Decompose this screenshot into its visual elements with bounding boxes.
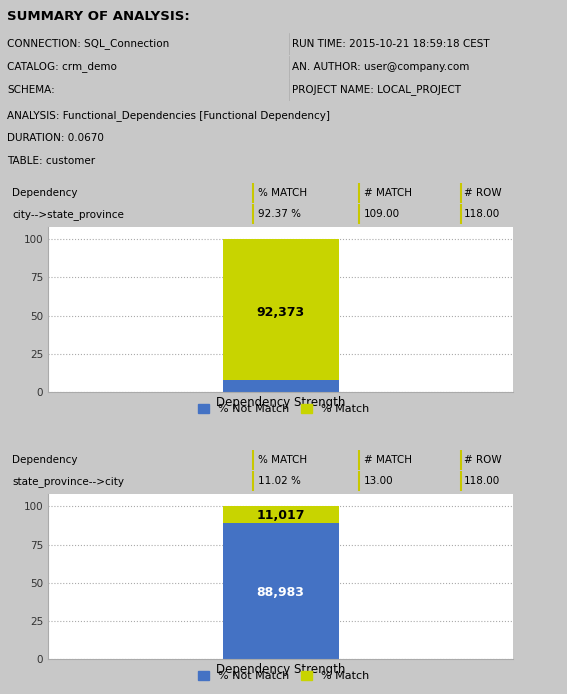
Text: 13.00: 13.00 [364,476,393,486]
Bar [222,239,339,380]
Text: 11,017: 11,017 [256,509,305,522]
Text: SUMMARY OF ANALYSIS:: SUMMARY OF ANALYSIS: [7,10,190,23]
Text: 118.00: 118.00 [464,476,500,486]
Text: ANALYSIS: Functional_Dependencies [Functional Dependency]: ANALYSIS: Functional_Dependencies [Funct… [7,110,331,121]
Text: TABLE: customer: TABLE: customer [7,156,95,166]
Text: RUN TIME: 2015-10-21 18:59:18 CEST: RUN TIME: 2015-10-21 18:59:18 CEST [292,39,489,49]
Text: 92.37 %: 92.37 % [259,209,302,219]
Text: CONNECTION: SQL_Connection: CONNECTION: SQL_Connection [7,38,170,49]
Text: # MATCH: # MATCH [364,187,412,198]
Text: AN. AUTHOR: user@company.com: AN. AUTHOR: user@company.com [292,62,469,71]
Text: % MATCH: % MATCH [259,455,308,465]
X-axis label: Dependency Strength: Dependency Strength [216,396,345,409]
Text: # ROW: # ROW [464,455,502,465]
Text: 118.00: 118.00 [464,209,500,219]
Text: % MATCH: % MATCH [259,187,308,198]
Text: Dependency: Dependency [12,455,78,465]
Text: SCHEMA:: SCHEMA: [7,85,55,94]
Text: # MATCH: # MATCH [364,455,412,465]
Bar [222,523,339,659]
Bar [222,380,339,392]
Text: state_province-->city: state_province-->city [12,476,124,486]
Legend: % Not Match, % Match: % Not Match, % Match [194,399,373,418]
Text: CATALOG: crm_demo: CATALOG: crm_demo [7,61,117,72]
Text: PROJECT NAME: LOCAL_PROJECT: PROJECT NAME: LOCAL_PROJECT [292,84,461,95]
X-axis label: Dependency Strength: Dependency Strength [216,663,345,677]
Text: city-->state_province: city-->state_province [12,209,124,219]
Text: 11.02 %: 11.02 % [259,476,302,486]
Bar [222,507,339,523]
Text: DURATION: 0.0670: DURATION: 0.0670 [7,133,104,143]
Text: 109.00: 109.00 [364,209,400,219]
Text: Dependency: Dependency [12,187,78,198]
Text: 88,983: 88,983 [257,586,304,598]
Legend: % Not Match, % Match: % Not Match, % Match [194,666,373,686]
Text: 92,373: 92,373 [257,306,304,319]
Text: # ROW: # ROW [464,187,502,198]
